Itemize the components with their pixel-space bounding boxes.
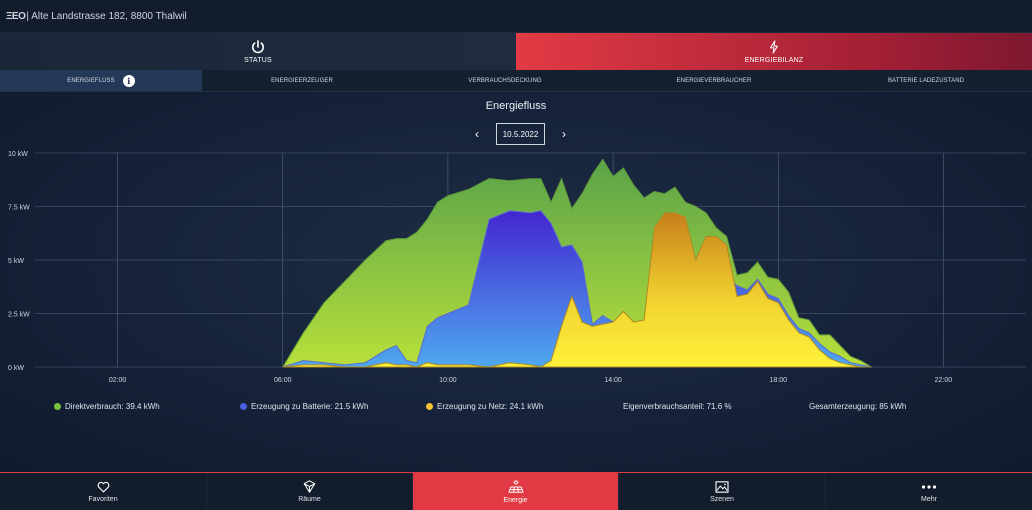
green-dot-icon [54, 403, 61, 410]
nav-favoriten-label: Favoriten [88, 495, 118, 503]
nav-mehr[interactable]: Mehr [826, 473, 1032, 510]
y-tick-label: 10 kW [8, 151, 28, 158]
subtab-verbrauchsdeckung-label: VERBRAUCHSDECKUNG [468, 77, 542, 84]
x-tick-label: 10:00 [439, 377, 457, 384]
nav-raeume-label: Räume [298, 496, 321, 503]
legend-direktverbrauch: Direktverbrauch: 39.4 kWh [54, 402, 160, 411]
heart-icon [97, 481, 109, 492]
legend-netz: Erzeugung zu Netz: 24.1 kWh [426, 402, 543, 411]
previous-day-button[interactable]: ‹ [475, 127, 479, 141]
image-icon [715, 480, 729, 493]
eeo-logo: ΞΕΟ [6, 10, 26, 22]
y-tick-label: 7.5 kW [8, 205, 30, 212]
title-bar: ΞΕΟ | Alte Landstrasse 182, 8800 Thalwil [0, 0, 1032, 33]
power-icon [252, 39, 264, 53]
gesamterzeugung-label: Gesamterzeugung: 85 kWh [809, 402, 907, 411]
subtab-batterie-ladezustand[interactable]: BATTERIE LADEZUSTAND [820, 70, 1032, 91]
tab-status[interactable]: STATUS [0, 33, 516, 70]
blue-dot-icon [240, 403, 247, 410]
x-tick-label: 06:00 [274, 377, 292, 384]
yellow-dot-icon [426, 403, 433, 410]
eigenverbrauch-label: Eigenverbrauchsanteil: 71.6 % [623, 402, 732, 411]
subtab-energieverbraucher[interactable]: ENERGIEVERBRAUCHER [608, 70, 820, 91]
gesamterzeugung-stat: Gesamterzeugung: 85 kWh [809, 402, 906, 411]
subtab-energieerzeuger[interactable]: ENERGIEERZEUGER [202, 70, 402, 91]
tab-status-label: STATUS [244, 56, 272, 64]
y-tick-label: 0 kW [8, 365, 24, 372]
address-label: | Alte Landstrasse 182, 8800 Thalwil [26, 10, 187, 22]
eigenverbrauch-stat: Eigenverbrauchsanteil: 71.6 % [623, 402, 732, 411]
x-tick-label: 18:00 [769, 377, 787, 384]
date-navigator: ‹ 10.5.2022 › [470, 123, 571, 145]
solar-panel-icon [508, 479, 523, 493]
legend-direktverbrauch-label: Direktverbrauch: 39.4 kWh [65, 402, 160, 411]
nav-energie[interactable]: Energie [413, 473, 619, 510]
subtab-verbrauchsdeckung[interactable]: VERBRAUCHSDECKUNG [402, 70, 608, 91]
sub-tabs: ENERGIEFLUSS i ENERGIEERZEUGER VERBRAUCH… [0, 70, 1032, 92]
subtab-energieverbraucher-label: ENERGIEVERBRAUCHER [676, 77, 752, 84]
legend-batterie-label: Erzeugung zu Batterie: 21.5 kWh [251, 402, 369, 411]
y-tick-label: 2.5 kW [8, 312, 30, 319]
energy-flow-chart: 0 kW 2.5 kW 5 kW 7.5 kW 10 kW 02:00 06:00 10:00… [8, 151, 1026, 384]
chart-title: Energiefluss [485, 100, 547, 112]
legend-netz-label: Erzeugung zu Netz: 24.1 kWh [437, 402, 544, 411]
x-tick-label: 22:00 [935, 377, 953, 384]
subtab-energiefluss-label: ENERGIEFLUSS [67, 77, 115, 84]
more-icon [921, 484, 937, 489]
next-day-button[interactable]: › [562, 127, 566, 141]
y-tick-label: 5 kW [8, 258, 24, 265]
subtab-energiefluss[interactable]: ENERGIEFLUSS i [0, 70, 202, 91]
x-tick-label: 02:00 [109, 377, 127, 384]
nav-favoriten[interactable]: Favoriten [0, 473, 207, 510]
subtab-energieerzeuger-label: ENERGIEERZEUGER [271, 77, 333, 84]
subtab-batterie-label: BATTERIE LADEZUSTAND [887, 77, 965, 84]
tab-energiebilanz-label: ENERGIEBILANZ [744, 56, 804, 64]
top-navigation: STATUS ENERGIEBILANZ [0, 33, 1032, 70]
nav-energie-label: Energie [503, 496, 528, 504]
nav-mehr-label: Mehr [921, 495, 937, 503]
nav-raeume[interactable]: Räume [207, 473, 413, 510]
tab-energiebilanz[interactable]: ENERGIEBILANZ [516, 33, 1032, 70]
legend-batterie: Erzeugung zu Batterie: 21.5 kWh [240, 402, 368, 411]
info-icon[interactable]: i [122, 74, 135, 87]
chart-legend: Direktverbrauch: 39.4 kWh Erzeugung zu B… [0, 402, 1032, 414]
nav-szenen-label: Szenen [710, 495, 734, 503]
x-tick-label: 14:00 [604, 377, 622, 384]
date-field[interactable]: 10.5.2022 [496, 123, 545, 145]
series-area-netz [282, 212, 872, 368]
bottom-navigation: Favoriten Räume Energie Szenen Mehr [0, 472, 1032, 510]
lightning-icon [769, 39, 779, 54]
cube-icon [303, 480, 316, 493]
nav-szenen[interactable]: Szenen [619, 473, 826, 510]
